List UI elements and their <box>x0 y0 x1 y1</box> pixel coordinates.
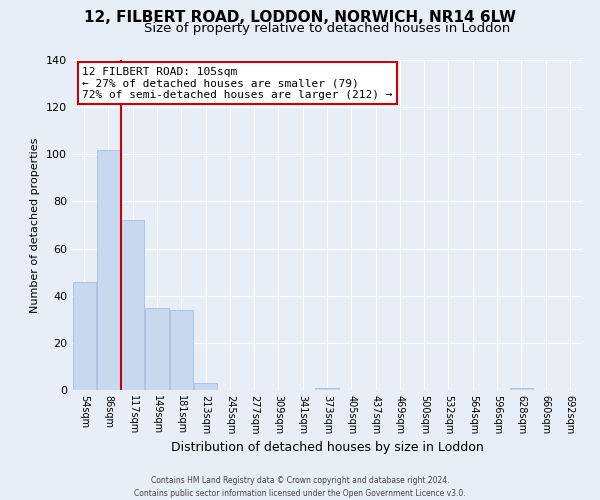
X-axis label: Distribution of detached houses by size in Loddon: Distribution of detached houses by size … <box>170 442 484 454</box>
Text: 12 FILBERT ROAD: 105sqm
← 27% of detached houses are smaller (79)
72% of semi-de: 12 FILBERT ROAD: 105sqm ← 27% of detache… <box>82 66 392 100</box>
Text: 12, FILBERT ROAD, LODDON, NORWICH, NR14 6LW: 12, FILBERT ROAD, LODDON, NORWICH, NR14 … <box>84 10 516 25</box>
Bar <box>121 220 144 390</box>
Bar <box>194 383 217 390</box>
Text: Contains HM Land Registry data © Crown copyright and database right 2024.
Contai: Contains HM Land Registry data © Crown c… <box>134 476 466 498</box>
Y-axis label: Number of detached properties: Number of detached properties <box>31 138 40 312</box>
Bar <box>97 150 120 390</box>
Bar <box>73 282 95 390</box>
Bar <box>145 308 169 390</box>
Title: Size of property relative to detached houses in Loddon: Size of property relative to detached ho… <box>144 22 510 35</box>
Bar <box>170 310 193 390</box>
Bar <box>316 388 338 390</box>
Bar <box>510 388 533 390</box>
